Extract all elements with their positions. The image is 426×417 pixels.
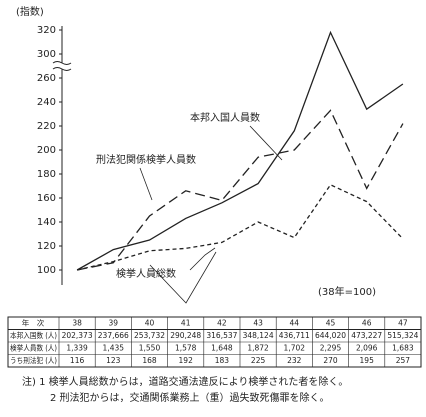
y-tick-label: 120: [37, 241, 56, 252]
row-label: 本邦入国数 (人): [10, 330, 57, 340]
y-tick-label: 240: [37, 97, 56, 108]
table-cell: 270: [323, 356, 338, 365]
axis-break: [52, 61, 72, 65]
note: 注) 1 検挙人員総数からは，道路交通法違反により検挙された者を除く。: [22, 375, 348, 388]
leader-line: [149, 251, 217, 304]
table-cell: 290,248: [170, 331, 201, 340]
table-cell: 2,096: [356, 343, 378, 352]
series-label: 検挙人員総数: [116, 267, 176, 280]
table-cell: 644,020: [315, 331, 346, 340]
x-tick-label: 43: [253, 318, 263, 327]
y-unit-label: (指数): [16, 5, 44, 18]
table-cell: 202,373: [62, 331, 93, 340]
y-tick-label: 160: [37, 193, 56, 204]
x-tick-label: 41: [181, 318, 191, 327]
leader-line: [189, 247, 216, 271]
base-note: (38年=100): [318, 285, 376, 298]
x-tick-label: 46: [362, 318, 372, 327]
table-cell: 1,683: [392, 343, 414, 352]
table-cell: 1,648: [211, 343, 233, 352]
series-line: [76, 30, 404, 271]
table-cell: 195: [360, 356, 375, 365]
x-tick-label: 38: [72, 318, 82, 327]
table-cell: 1,872: [247, 343, 269, 352]
table-cell: 192: [179, 356, 194, 365]
table-cell: 253,732: [134, 331, 165, 340]
y-tick-label: 300: [37, 49, 56, 60]
row-label: 検挙人員数 (人): [10, 342, 57, 352]
y-tick-label: 220: [37, 121, 56, 132]
table-cell: 1,550: [139, 343, 161, 352]
series-line: [76, 109, 404, 271]
table-cell: 257: [396, 356, 411, 365]
x-tick-label: 42: [217, 318, 227, 327]
table-cell: 1,435: [103, 343, 125, 352]
table-cell: 123: [106, 356, 121, 365]
table-cell: 2,295: [320, 343, 342, 352]
y-tick-label: 180: [37, 169, 56, 180]
y-tick-label: 320: [37, 25, 56, 36]
table-cell: 237,666: [98, 331, 129, 340]
table-cell: 436,711: [279, 331, 310, 340]
axis-break: [52, 67, 72, 71]
leader-line: [249, 125, 283, 161]
table-cell: 183: [215, 356, 230, 365]
table-cell: 515,324: [387, 331, 418, 340]
x-tick-label: 40: [145, 318, 155, 327]
leader-line: [139, 167, 153, 201]
x-tick-label: 47: [398, 318, 408, 327]
table-cell: 348,124: [243, 331, 274, 340]
y-tick-label: 260: [37, 73, 56, 84]
table-cell: 473,227: [351, 331, 382, 340]
row-label: うち刑法犯 (人): [10, 355, 57, 365]
series-line: [76, 183, 404, 271]
y-tick-label: 200: [37, 145, 56, 156]
table-cell: 316,537: [206, 331, 237, 340]
note: 2 刑法犯からは，交通関係業務上（重）過失致死傷罪を除く。: [50, 391, 330, 404]
y-tick-label: 140: [37, 217, 56, 228]
table-cell: 168: [142, 356, 157, 365]
table-cell: 1,702: [284, 343, 306, 352]
x-tick-label: 44: [290, 318, 300, 327]
y-tick-label: 100: [37, 265, 56, 276]
table-header: 年 次: [22, 317, 45, 327]
table-cell: 1,339: [66, 343, 88, 352]
table-cell: 232: [287, 356, 302, 365]
x-tick-label: 45: [326, 318, 336, 327]
x-tick-label: 39: [109, 318, 119, 327]
series-label: 刑法犯関係検挙人員数: [96, 153, 196, 166]
table-cell: 1,578: [175, 343, 197, 352]
axis-break-gap: [54, 63, 70, 69]
table-cell: 116: [70, 356, 85, 365]
series-label: 本邦入国人員数: [190, 111, 260, 124]
table-cell: 225: [251, 356, 266, 365]
